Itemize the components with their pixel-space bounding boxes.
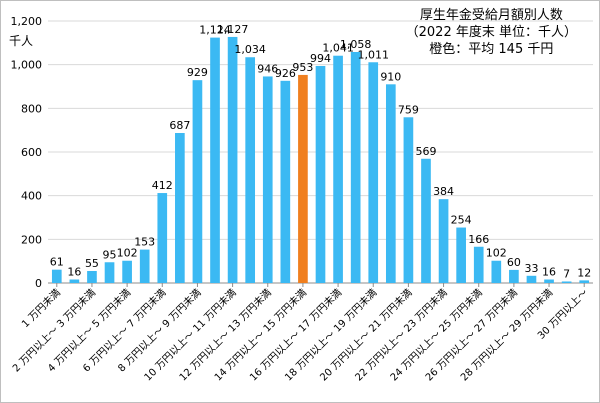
bar	[245, 57, 256, 283]
data-label: 102	[486, 247, 507, 260]
data-label: 687	[169, 119, 190, 132]
data-label: 16	[542, 266, 556, 279]
data-label: 16	[67, 266, 81, 279]
chart-title: 厚生年金受給月額別人数 （2022 年度末 単位：千人） 橙色：平均 145 千…	[406, 7, 577, 58]
bar	[69, 279, 80, 283]
bar	[175, 133, 185, 283]
data-label: 60	[507, 256, 521, 269]
bar	[122, 260, 132, 283]
bar	[544, 279, 554, 283]
bar	[280, 80, 291, 283]
data-label: 759	[398, 103, 419, 116]
data-label: 1,041	[322, 42, 354, 55]
chart-title-line-2: （2022 年度末 単位：千人）	[405, 25, 577, 40]
bar	[262, 76, 273, 283]
y-tick-label: 600	[21, 146, 42, 159]
data-label: 254	[451, 214, 472, 227]
data-label: 384	[433, 185, 454, 198]
bar	[157, 193, 168, 283]
data-label: 61	[50, 256, 64, 269]
bar	[210, 37, 220, 283]
y-axis-label: 千人	[9, 34, 33, 48]
y-tick-label: 1,200	[11, 15, 43, 28]
data-label: 994	[310, 52, 331, 65]
y-tick-label: 200	[21, 233, 42, 246]
bar	[438, 199, 449, 283]
bars	[51, 36, 590, 284]
data-label: 946	[257, 62, 278, 75]
data-label: 1,058	[340, 38, 372, 51]
bar	[104, 262, 115, 283]
data-label: 102	[117, 247, 138, 260]
data-label: 12	[577, 266, 591, 279]
bar	[579, 280, 590, 283]
data-label: 1,124	[199, 24, 231, 37]
y-tick-label: 1,000	[11, 59, 43, 72]
y-tick-label: 800	[21, 102, 42, 115]
data-label: 1,034	[234, 43, 266, 56]
bar	[350, 52, 361, 284]
bar	[403, 117, 414, 283]
data-label: 1,011	[357, 48, 389, 61]
data-label: 910	[380, 70, 401, 83]
data-label: 929	[187, 66, 208, 79]
bar	[473, 246, 484, 283]
bar	[87, 270, 97, 283]
chart-title-line-3: 橙色：平均 145 千円	[429, 42, 554, 57]
bar	[421, 158, 431, 283]
data-label: 33	[524, 262, 538, 275]
data-label: 55	[85, 257, 99, 270]
bar	[561, 281, 572, 283]
chart-title-line-1: 厚生年金受給月額別人数	[419, 8, 563, 23]
bar	[368, 62, 379, 283]
bar	[227, 36, 238, 284]
axes	[48, 282, 593, 287]
bar	[509, 269, 519, 283]
data-label: 95	[103, 248, 117, 261]
y-tick-label: 400	[21, 190, 42, 203]
bar	[298, 74, 308, 283]
data-label: 1,127	[217, 23, 249, 36]
data-label: 7	[563, 267, 570, 280]
data-label: 926	[275, 67, 296, 80]
bar	[333, 55, 343, 284]
bar	[315, 65, 326, 283]
bar	[192, 80, 203, 283]
bar	[456, 227, 466, 283]
y-tick-label: 0	[35, 277, 42, 290]
y-tick-labels: 0 200 400 600 800 1,000 1,200	[11, 15, 43, 290]
bar	[139, 249, 150, 283]
data-label: 166	[468, 233, 489, 246]
bar	[385, 84, 396, 283]
bar	[51, 269, 62, 283]
bar	[491, 260, 502, 283]
data-label: 153	[134, 236, 155, 249]
bar	[526, 275, 537, 283]
data-label: 412	[152, 179, 173, 192]
data-label: 569	[415, 145, 436, 158]
data-label: 953	[292, 61, 313, 74]
